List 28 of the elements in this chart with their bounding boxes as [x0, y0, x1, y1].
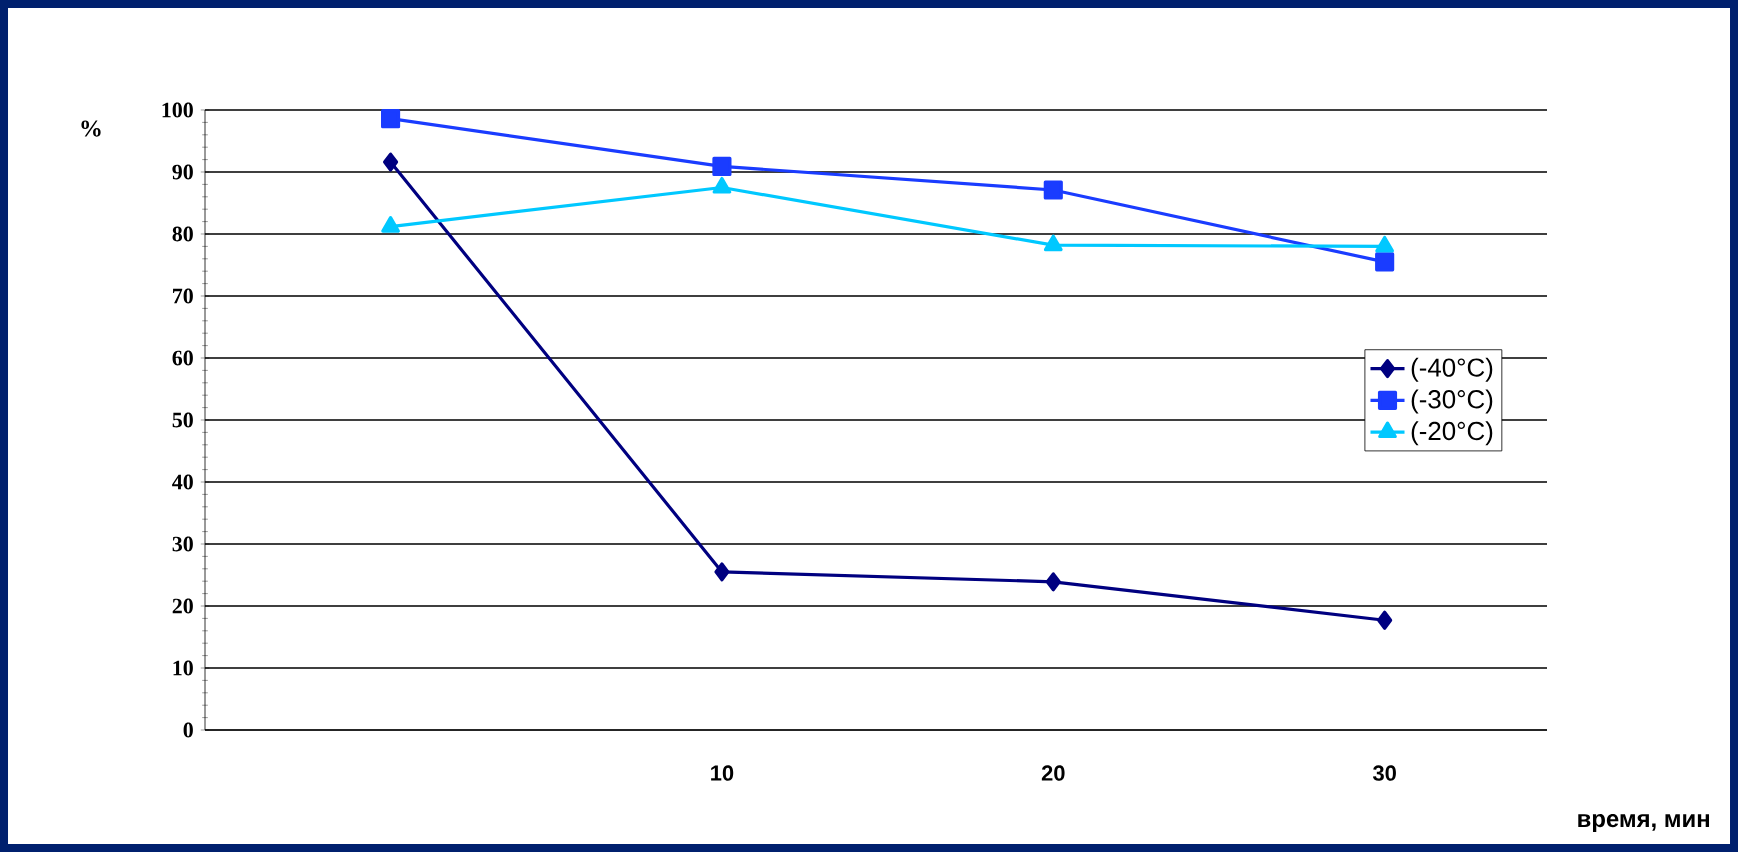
y-tick-label: 60 [172, 350, 193, 366]
point [1377, 610, 1393, 630]
x-tick-label: 20 [1041, 765, 1065, 781]
point [1375, 252, 1395, 272]
y-axis-title: % [81, 120, 101, 137]
y-tick-label: 90 [172, 164, 193, 180]
point [381, 109, 401, 129]
legend-label: (-40°C) [1411, 357, 1493, 382]
x-axis-title: время, мин [1578, 814, 1710, 832]
y-tick-label: 100 [162, 102, 193, 118]
y-tick-label: 70 [173, 288, 193, 304]
legend-label: (-20°C) [1411, 421, 1493, 446]
legend-label: (-30°C) [1411, 389, 1493, 414]
point [383, 152, 399, 172]
y-tick-label: 0 [183, 722, 193, 738]
point [712, 156, 732, 176]
x-tick-label: 30 [1372, 765, 1396, 781]
point [1043, 234, 1063, 252]
y-tick-label: 20 [172, 598, 193, 614]
y-tick-label: 80 [172, 226, 193, 242]
y-tick-label: 40 [172, 474, 193, 490]
point [714, 562, 730, 582]
point [1045, 572, 1061, 592]
point [1043, 180, 1063, 200]
y-tick-label: 50 [172, 412, 193, 428]
y-tick-label: 10 [173, 660, 193, 676]
y-tick-label: 30 [172, 536, 193, 552]
x-tick-label: 10 [711, 765, 734, 781]
